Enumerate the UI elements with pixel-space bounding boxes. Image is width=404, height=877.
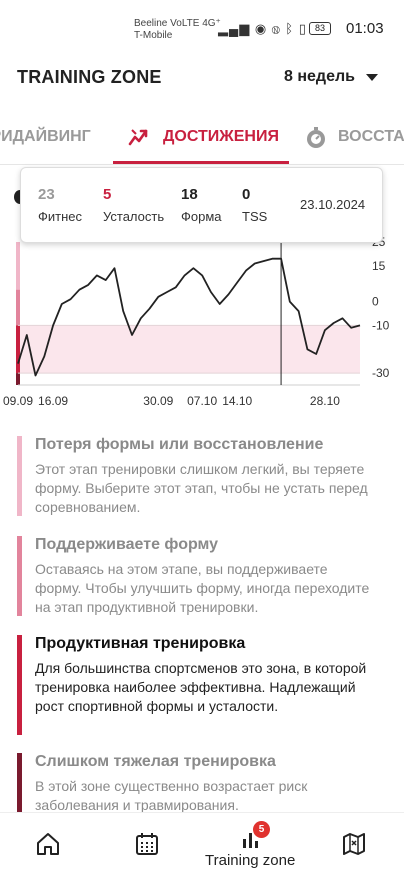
y-tick-label: -30	[372, 366, 390, 380]
tab-label: ОРИДАЙВИНГ	[0, 128, 91, 145]
zone-productive: Продуктивная тренировка Для большинства …	[17, 635, 377, 735]
zone-color-bar	[17, 536, 22, 616]
bar-chart-icon[interactable]	[241, 829, 261, 849]
timer-icon	[307, 127, 325, 148]
eye-icon: ◉	[254, 21, 268, 36]
zone-description: Этот этап тренировки слишком легкий, вы …	[35, 461, 368, 515]
period-selector[interactable]: 8 недель	[284, 68, 355, 85]
tab-bar: ОРИДАЙВИНГ ДОСТИЖЕНИЯ ВОССТАН	[0, 108, 404, 165]
x-tick-label: 07.10	[187, 394, 217, 408]
page-title: TRAINING ZONE	[17, 67, 162, 87]
zone-recovery: Потеря формы или восстановление Этот эта…	[17, 436, 377, 516]
zone-overreach: Слишком тяжелая тренировка В этой зоне с…	[17, 753, 377, 813]
y-tick-label: 15	[372, 259, 386, 273]
x-tick-label: 09.09	[3, 394, 33, 408]
zone-strip-recovery	[16, 242, 20, 290]
zone-strip-productive	[16, 325, 20, 374]
home-icon[interactable]	[35, 831, 61, 857]
x-tick-label: 14.10	[222, 394, 252, 408]
zone-color-bar	[17, 635, 22, 735]
status-bar: Beeline VoLTE 4G⁺ T-Mobile ▂▄▆ ◉ Ⓝ ᛒ ▯ 8…	[0, 0, 404, 48]
form-label: Форма	[181, 209, 222, 224]
x-tick-label: 16.09	[38, 394, 68, 408]
tooltip-fitness: 23 Фитнес	[38, 186, 82, 224]
tab-label: ДОСТИЖЕНИЯ	[163, 128, 279, 145]
zone-title: Потеря формы или восстановление	[35, 436, 324, 453]
tooltip-date: 23.10.2024	[300, 197, 366, 212]
map-icon[interactable]	[341, 831, 367, 857]
x-tick-label: 28.10	[310, 394, 340, 408]
zone-color-bar	[17, 436, 22, 516]
zone-color-bar	[17, 753, 22, 813]
fitness-value: 23	[38, 186, 55, 203]
tss-value: 0	[242, 186, 251, 203]
nav-label: Training zone	[205, 852, 296, 869]
zone-title: Слишком тяжелая тренировка	[35, 753, 276, 770]
tab-achievements[interactable]: ДОСТИЖЕНИЯ	[163, 128, 279, 146]
fatigue-value: 5	[103, 186, 112, 203]
fitness-label: Фитнес	[38, 209, 83, 224]
zone-strip-maintain	[16, 289, 20, 326]
data-tooltip: 23 Фитнес 5 Усталость 18 Форма 0 TSS 23.…	[20, 167, 383, 243]
vibrate-icon: ▯	[298, 21, 307, 36]
zone-description: В этой зоне существенно возрастает риск …	[35, 778, 308, 813]
notification-badge: 5	[253, 821, 270, 838]
y-tick-label: -10	[372, 318, 390, 332]
tab-label: ВОССТАН	[338, 128, 404, 145]
active-tab-indicator	[113, 161, 289, 164]
trend-up-icon	[128, 129, 148, 146]
zone-strip-overreach	[16, 373, 20, 385]
carrier-secondary: T-Mobile	[134, 30, 173, 41]
zone-title: Продуктивная тренировка	[35, 635, 246, 652]
form-value: 18	[181, 186, 198, 203]
signal-icon: ▂▄▆	[218, 21, 251, 36]
status-time: 01:03	[346, 20, 384, 37]
x-tick-label: 30.09	[143, 394, 173, 408]
tss-label: TSS	[242, 209, 268, 224]
tooltip-tss: 0 TSS	[242, 186, 267, 224]
training-zone-chart[interactable]: 25150-10-30 09.0916.0930.0907.1014.1028.…	[0, 230, 404, 410]
carrier-info: Beeline VoLTE 4G⁺ T-Mobile	[134, 18, 221, 42]
chevron-down-icon[interactable]	[366, 74, 378, 81]
zone-description: Для большинства спортсменов это зона, в …	[35, 660, 367, 714]
zone-description: Оставаясь на этом этапе, вы поддерживает…	[35, 561, 370, 615]
fatigue-label: Усталость	[103, 209, 165, 224]
form-series-line	[17, 257, 361, 377]
bottom-navigation: 5 Training zone	[0, 812, 404, 877]
tooltip-form: 18 Форма	[181, 186, 222, 224]
nfc-icon: Ⓝ	[271, 21, 281, 36]
y-tick-label: 0	[372, 295, 379, 309]
zone-maintain: Поддерживаете форму Оставаясь на этом эт…	[17, 536, 377, 616]
zone-title: Поддерживаете форму	[35, 536, 219, 553]
bluetooth-icon: ᛒ	[285, 21, 295, 36]
calendar-icon[interactable]	[134, 831, 160, 857]
carrier-primary: Beeline VoLTE 4G⁺	[134, 18, 221, 29]
battery-icon: 83	[309, 22, 331, 35]
status-icons: ▂▄▆ ◉ Ⓝ ᛒ ▯	[218, 21, 307, 37]
tooltip-fatigue: 5 Усталость	[103, 186, 164, 224]
tab-recovery[interactable]: ВОССТАН	[338, 128, 404, 146]
tab-freediving[interactable]: ОРИДАЙВИНГ	[0, 128, 91, 146]
